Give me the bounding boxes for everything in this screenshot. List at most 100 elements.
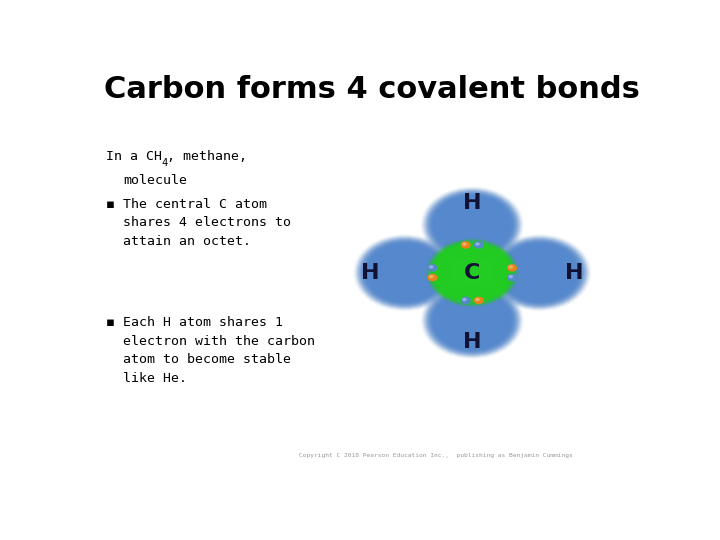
Circle shape [504,246,575,299]
Circle shape [426,286,518,355]
Circle shape [456,261,487,284]
Text: C: C [464,262,480,283]
Circle shape [511,252,568,294]
Circle shape [366,244,444,302]
Circle shape [422,283,523,358]
Circle shape [467,268,478,277]
Circle shape [456,308,489,333]
Circle shape [449,207,495,242]
Circle shape [433,292,511,349]
Circle shape [490,235,590,310]
Circle shape [498,241,582,305]
Circle shape [428,287,517,354]
Circle shape [467,221,477,229]
Circle shape [455,260,490,286]
Circle shape [469,318,475,323]
Circle shape [495,240,584,306]
Circle shape [428,264,438,272]
Circle shape [467,269,477,276]
Circle shape [451,257,494,288]
Circle shape [471,224,474,226]
Circle shape [437,199,508,251]
Circle shape [435,245,510,301]
Circle shape [430,241,515,305]
Circle shape [462,265,482,280]
Circle shape [466,268,479,278]
Circle shape [431,194,514,256]
Circle shape [436,245,509,300]
Circle shape [395,266,414,280]
Circle shape [469,223,475,227]
Circle shape [454,307,491,334]
Circle shape [502,245,577,301]
Circle shape [402,270,408,275]
Circle shape [444,204,500,246]
Circle shape [464,267,480,279]
Circle shape [456,213,488,237]
Circle shape [459,310,485,330]
Circle shape [475,242,480,246]
Circle shape [364,242,445,303]
Circle shape [467,316,478,325]
Circle shape [400,269,410,276]
Circle shape [450,303,495,338]
Circle shape [424,285,521,356]
Circle shape [493,238,586,307]
Circle shape [397,267,413,279]
Circle shape [497,241,582,305]
Circle shape [440,249,504,296]
Circle shape [438,247,507,298]
Circle shape [426,239,518,307]
Circle shape [451,305,493,336]
Circle shape [454,259,490,286]
Circle shape [377,252,433,294]
Circle shape [354,235,455,310]
Circle shape [444,251,501,294]
Circle shape [474,296,484,304]
Circle shape [441,201,503,248]
Circle shape [378,253,431,293]
Circle shape [449,255,496,291]
Circle shape [494,239,585,307]
Circle shape [447,254,497,291]
Circle shape [462,313,482,328]
Circle shape [439,248,505,298]
Circle shape [465,315,480,326]
Circle shape [462,218,482,232]
Circle shape [453,306,492,335]
Circle shape [379,254,430,292]
Circle shape [498,241,581,304]
Circle shape [474,241,484,249]
Circle shape [538,271,541,274]
Circle shape [383,256,427,289]
Circle shape [463,266,482,280]
Circle shape [451,257,493,288]
Circle shape [436,198,508,252]
Circle shape [467,317,477,324]
Circle shape [380,254,429,291]
Circle shape [526,262,554,283]
Circle shape [452,306,492,335]
Circle shape [471,272,474,274]
Circle shape [438,200,506,250]
Circle shape [436,246,508,300]
Circle shape [471,320,474,321]
Circle shape [507,274,517,281]
Circle shape [463,218,482,232]
Circle shape [433,292,510,349]
Circle shape [508,249,572,296]
Circle shape [469,270,476,275]
Circle shape [472,320,473,321]
Circle shape [456,309,488,332]
Circle shape [361,240,449,305]
Circle shape [536,270,543,275]
Circle shape [444,252,500,293]
Circle shape [387,259,423,286]
Circle shape [522,259,557,286]
Circle shape [464,314,481,327]
Circle shape [470,319,474,322]
Circle shape [364,242,446,303]
Circle shape [433,244,510,301]
Circle shape [467,316,477,325]
Circle shape [371,247,438,298]
